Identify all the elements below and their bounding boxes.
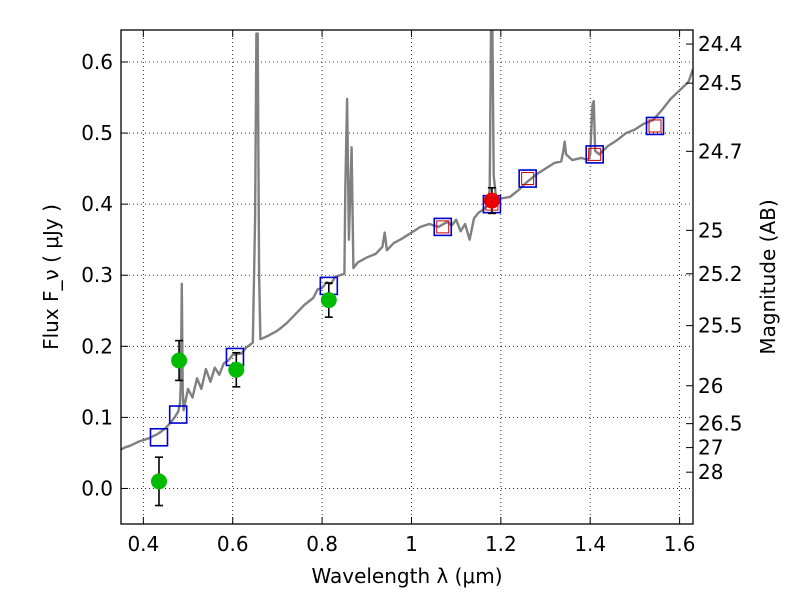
observed-photometry-point (150, 473, 167, 490)
x-axis-ticks: 0.4 0.6 0.8 1 1.2 1.4 1.6 (127, 30, 696, 556)
x-tick-label: 1.4 (574, 532, 606, 556)
y-tick-label: 0.4 (81, 192, 113, 216)
y2-tick-label: 28 (698, 460, 723, 484)
x-tick-label: 0.8 (306, 532, 338, 556)
plot-area (121, 30, 693, 524)
plot-frame (120, 29, 694, 525)
grid-lines (121, 30, 693, 524)
y2-tick-label: 25.5 (698, 314, 743, 338)
model-photometry-inner-square (521, 172, 535, 186)
model-photometry-inner-square (485, 197, 499, 211)
y-axis-ticks: 0.0 0.1 0.2 0.3 0.4 0.5 0.6 (81, 50, 128, 500)
secondary-y-axis-label: Magnitude (AB) (756, 199, 780, 354)
y2-tick-label: 24.5 (698, 71, 743, 95)
y2-tick-label: 27 (698, 436, 723, 460)
x-tick-label: 1 (405, 532, 418, 556)
observed-photometry-point (483, 192, 500, 209)
model-photometry-square (433, 217, 453, 237)
y2-tick-label: 24.4 (698, 32, 743, 56)
spectrum-line (121, 30, 693, 451)
x-tick-label: 1.6 (664, 532, 696, 556)
y-tick-label: 0.0 (81, 476, 113, 500)
observed-photometry-point (171, 352, 188, 369)
y-axis-label: Flux F_ν ( μJy ) (39, 204, 63, 350)
observed-photometry-point (320, 292, 337, 309)
model-photometry-square (168, 405, 188, 424)
y-tick-label: 0.1 (81, 405, 113, 429)
series-layer (121, 30, 693, 507)
x-tick-label: 0.6 (217, 532, 249, 556)
model-photometry-square (585, 145, 604, 164)
y2-tick-label: 25 (698, 218, 723, 242)
y-tick-label: 0.2 (81, 334, 113, 358)
model-photometry-square (645, 116, 665, 136)
x-tick-label: 1.2 (485, 532, 517, 556)
model-photometry-square (149, 427, 169, 447)
model-photometry-square (518, 169, 537, 188)
y2-tick-label: 26.5 (698, 412, 743, 436)
y2-tick-label: 24.7 (698, 139, 743, 163)
x-axis-label: Wavelength λ (μm) (311, 564, 502, 588)
model-photometry-inner-square (436, 220, 450, 234)
y-tick-label: 0.5 (81, 121, 113, 145)
y-tick-label: 0.3 (81, 263, 113, 287)
x-tick-label: 0.4 (127, 532, 159, 556)
model-photometry-inner-square (648, 119, 662, 133)
y2-tick-label: 26 (698, 374, 723, 398)
observed-photometry-point (228, 361, 245, 378)
y-tick-label: 0.6 (81, 50, 113, 74)
model-photometry-inner-square (588, 147, 602, 161)
y2-tick-label: 25.2 (698, 262, 743, 286)
